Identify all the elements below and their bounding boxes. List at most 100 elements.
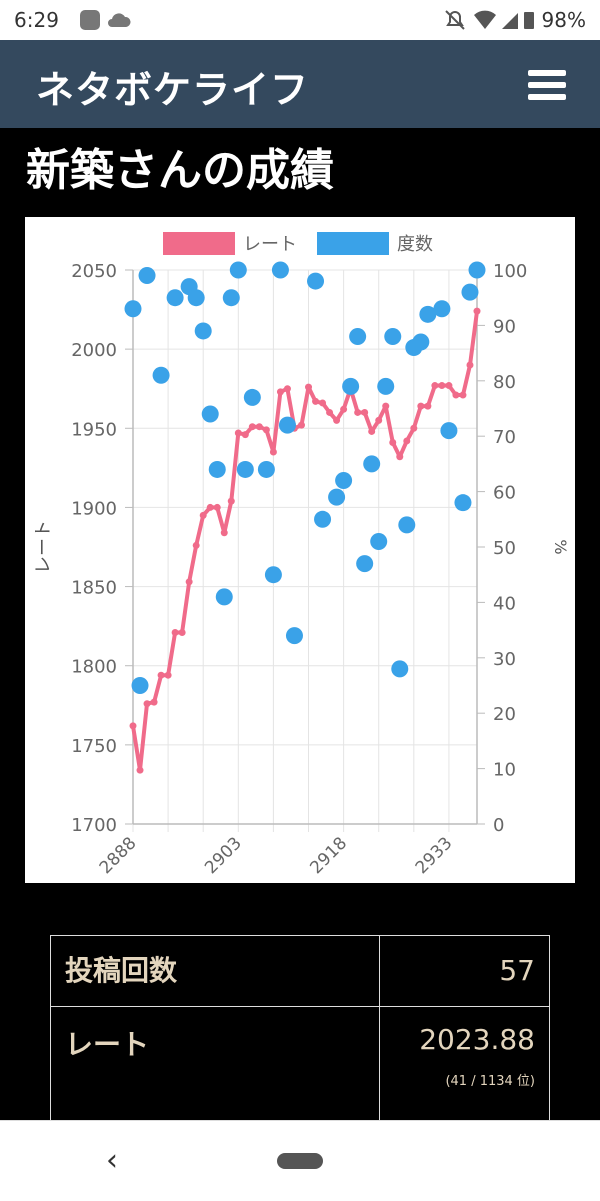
freq-point bbox=[440, 422, 458, 440]
rate-point bbox=[150, 698, 158, 706]
freq-point bbox=[222, 289, 240, 307]
status-bar: 6:29 98% bbox=[0, 0, 600, 40]
rate-point bbox=[452, 391, 460, 399]
y-left-tick-label: 1850 bbox=[71, 578, 117, 599]
rate-point bbox=[459, 391, 467, 399]
hamburger-menu-icon[interactable] bbox=[528, 70, 566, 100]
freq-point bbox=[236, 460, 254, 478]
y-right-tick-label: 90 bbox=[493, 316, 516, 337]
freq-point bbox=[285, 627, 303, 645]
y-left-tick-label: 1700 bbox=[71, 815, 117, 836]
rate-point bbox=[361, 408, 369, 416]
rate-point bbox=[473, 307, 481, 315]
brand-title[interactable]: ネタボケライフ bbox=[36, 68, 310, 112]
rate-point bbox=[143, 700, 151, 708]
freq-point bbox=[307, 272, 325, 290]
freq-point bbox=[124, 300, 142, 318]
y-left-tick-label: 2050 bbox=[71, 261, 117, 282]
freq-point bbox=[201, 405, 219, 423]
rate-point bbox=[340, 405, 348, 413]
rate-point bbox=[269, 448, 277, 456]
x-tick-label: 2888 bbox=[96, 833, 141, 878]
freq-point bbox=[377, 377, 395, 395]
x-tick-label: 2918 bbox=[306, 833, 351, 878]
system-icons bbox=[444, 10, 534, 30]
y-left-tick-label: 2000 bbox=[71, 340, 117, 361]
freq-point bbox=[166, 289, 184, 307]
rate-point bbox=[276, 388, 284, 396]
y-left-axis-title: レート bbox=[33, 520, 54, 574]
y-right-tick-label: 20 bbox=[493, 704, 516, 725]
freq-point bbox=[356, 555, 374, 573]
freq-point bbox=[391, 660, 409, 678]
freq-point bbox=[314, 510, 332, 528]
rate-point bbox=[227, 497, 235, 505]
legend-swatch-freq bbox=[317, 232, 389, 255]
rate-point bbox=[192, 541, 200, 549]
freq-point bbox=[278, 416, 296, 434]
freq-point bbox=[229, 261, 247, 279]
stats-row-posts: 投稿回数 57 bbox=[50, 935, 550, 1007]
y-right-tick-label: 50 bbox=[493, 538, 516, 559]
chart-svg: 2050200019501900185018001750170010090807… bbox=[33, 232, 570, 878]
wifi-icon bbox=[473, 10, 496, 29]
freq-point bbox=[363, 455, 381, 473]
freq-point bbox=[215, 588, 233, 606]
rate-point bbox=[129, 722, 137, 730]
rate-point bbox=[319, 399, 327, 407]
y-right-axis-title: % bbox=[551, 539, 570, 554]
rate-point bbox=[333, 416, 341, 424]
freq-point bbox=[328, 488, 346, 506]
y-left-tick-label: 1750 bbox=[71, 736, 117, 757]
y-right-tick-label: 60 bbox=[493, 483, 516, 504]
rate-point bbox=[410, 424, 418, 432]
y-right-tick-label: 100 bbox=[493, 261, 527, 282]
home-pill[interactable] bbox=[277, 1153, 323, 1169]
legend-label-freq: 度数 bbox=[397, 234, 433, 255]
rate-point bbox=[283, 385, 291, 393]
battery-icon bbox=[523, 12, 534, 29]
freq-point bbox=[187, 289, 205, 307]
rate-point bbox=[164, 671, 172, 679]
rate-point bbox=[312, 397, 320, 405]
freq-point bbox=[433, 300, 451, 318]
rate-point bbox=[403, 437, 411, 445]
notification-icons bbox=[80, 9, 132, 35]
freq-point bbox=[243, 388, 261, 406]
rate-point bbox=[326, 408, 334, 416]
y-right-tick-label: 30 bbox=[493, 649, 516, 670]
freq-point bbox=[349, 327, 367, 345]
cloud-icon bbox=[108, 13, 131, 27]
y-right-tick-label: 40 bbox=[493, 593, 516, 614]
freq-point bbox=[468, 261, 486, 279]
freq-point bbox=[370, 532, 388, 550]
x-tick-label: 2933 bbox=[412, 833, 457, 878]
nav-bar: ‹ bbox=[0, 1120, 600, 1201]
stats-table: 投稿回数 57 レート 2023.88 (41 / 1134 位) bbox=[50, 935, 550, 1138]
rate-point bbox=[171, 628, 179, 636]
freq-point bbox=[208, 460, 226, 478]
rate-point bbox=[354, 408, 362, 416]
rate-point bbox=[396, 453, 404, 461]
rate-point bbox=[220, 529, 228, 537]
rate-point bbox=[206, 503, 214, 511]
freq-point bbox=[194, 322, 212, 340]
y-left-tick-label: 1800 bbox=[71, 657, 117, 678]
freq-point bbox=[419, 305, 437, 323]
freq-point bbox=[342, 377, 360, 395]
app-bar: ネタボケライフ bbox=[0, 40, 600, 128]
score-chart: 2050 2000 1950 1900 1850 1800 1750 1700 100 90 80 7… bbox=[25, 217, 575, 883]
rate-point bbox=[136, 766, 144, 774]
freq-point bbox=[138, 267, 156, 285]
back-icon[interactable]: ‹ bbox=[106, 1143, 118, 1178]
freq-point bbox=[412, 333, 430, 351]
y-right-tick-label: 10 bbox=[493, 760, 516, 781]
freq-point bbox=[335, 472, 353, 490]
rate-point bbox=[255, 423, 263, 431]
posts-value: 57 bbox=[379, 935, 550, 1007]
freq-point bbox=[257, 460, 275, 478]
rate-point bbox=[241, 431, 249, 439]
rate-value: 2023.88 bbox=[419, 1023, 535, 1056]
freq-point bbox=[454, 494, 472, 512]
rate-point bbox=[375, 416, 383, 424]
